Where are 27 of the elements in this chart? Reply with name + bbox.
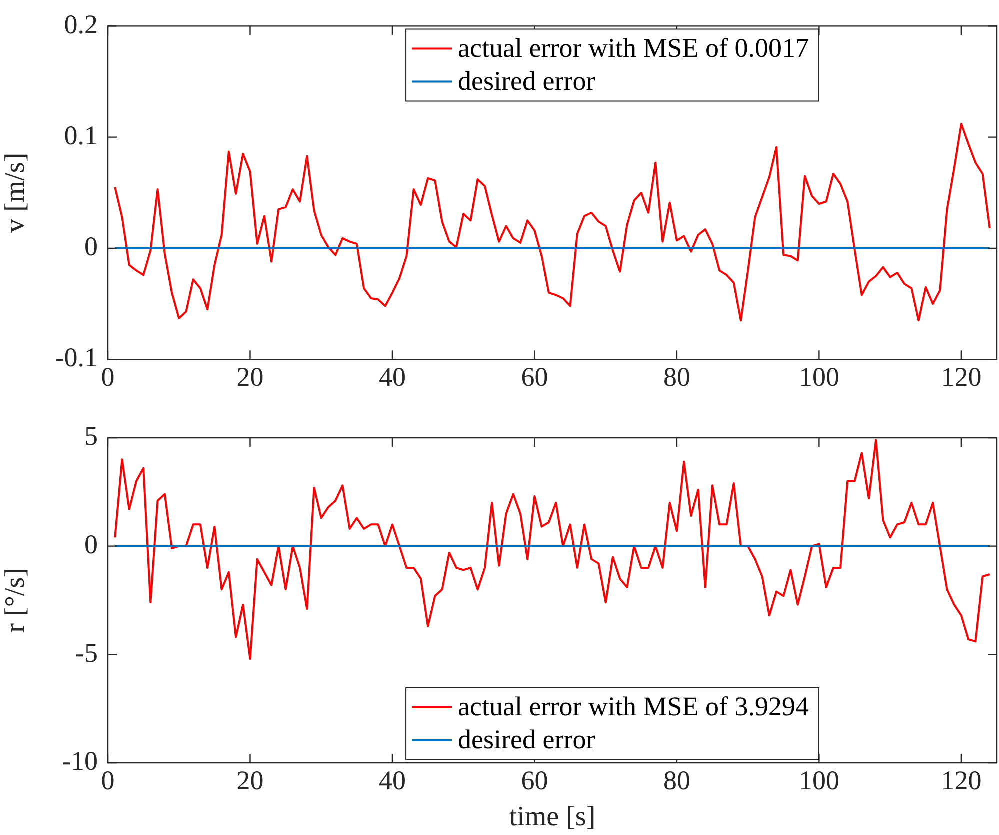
x-tick-label: 20 xyxy=(236,362,264,392)
x-tick-label: 40 xyxy=(378,362,406,392)
x-tick-label: 80 xyxy=(663,362,690,392)
x-tick-label: 60 xyxy=(521,362,548,392)
x-tick-label: 120 xyxy=(941,765,982,796)
y-tick-label: -10 xyxy=(62,746,98,776)
y-axis-title: r [°/s] xyxy=(0,568,32,633)
y-tick-label: 0.2 xyxy=(64,9,98,40)
y-axis-title: v [m/s] xyxy=(0,152,32,233)
x-tick-label: 100 xyxy=(798,765,840,796)
legend-label: actual error with MSE of 0.0017 xyxy=(458,32,809,63)
y-tick-label: -5 xyxy=(76,638,98,668)
x-tick-label: 20 xyxy=(236,765,264,796)
x-tick-label: 100 xyxy=(798,362,840,392)
y-tick-label: -0.1 xyxy=(55,342,98,373)
legend-label: actual error with MSE of 3.9294 xyxy=(458,692,810,722)
y-tick-label: 5 xyxy=(84,421,98,452)
x-axis-title: time [s] xyxy=(509,802,596,833)
legend-label: desired error xyxy=(458,66,596,96)
y-tick-label: 0.1 xyxy=(64,120,98,150)
legend-label: desired error xyxy=(458,724,596,755)
x-tick-label: 60 xyxy=(521,765,548,796)
y-tick-label: 0 xyxy=(84,529,98,560)
x-tick-label: 80 xyxy=(663,765,690,796)
y-tick-label: 0 xyxy=(84,232,98,262)
x-tick-label: 40 xyxy=(378,765,406,796)
x-tick-label: 120 xyxy=(941,362,982,392)
